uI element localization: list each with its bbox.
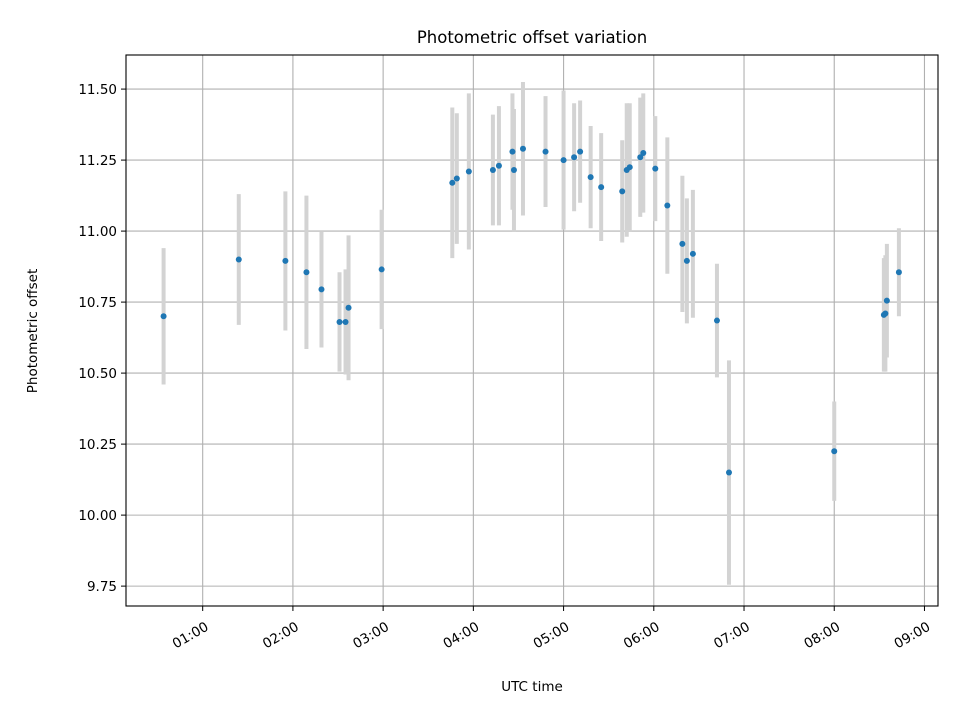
data-point: [345, 304, 352, 311]
chart-title: Photometric offset variation: [417, 28, 647, 47]
data-point: [519, 145, 526, 152]
data-point: [542, 148, 549, 155]
data-point: [652, 165, 659, 172]
data-point: [883, 297, 890, 304]
data-point: [489, 167, 496, 174]
x-axis-label: UTC time: [501, 679, 563, 695]
data-point: [303, 269, 310, 276]
y-tick-label: 9.75: [87, 579, 117, 595]
y-axis-label: Photometric offset: [25, 269, 41, 393]
y-tick-label: 11.25: [78, 153, 117, 169]
data-point: [637, 154, 644, 161]
data-point: [689, 250, 696, 257]
y-tick-label: 10.00: [78, 508, 117, 524]
data-point: [598, 184, 605, 191]
data-point: [577, 148, 584, 155]
y-tick-label: 10.25: [78, 437, 117, 453]
data-point: [640, 149, 647, 156]
data-point: [465, 168, 472, 175]
data-point: [882, 310, 889, 317]
data-point: [495, 162, 502, 169]
y-axis-ticks: 9.75 10.00 10.25 10.50 10.75 11.00 11.25 11.50: [78, 82, 126, 595]
data-point: [453, 175, 460, 182]
data-point: [619, 188, 626, 195]
y-tick-label: 11.00: [78, 224, 117, 240]
data-point: [626, 164, 633, 171]
data-point: [895, 269, 902, 276]
data-point: [560, 157, 567, 164]
y-tick-label: 10.50: [78, 366, 117, 382]
data-point: [679, 240, 686, 247]
data-points: [160, 145, 902, 476]
data-point: [160, 313, 167, 320]
data-point: [683, 257, 690, 264]
data-point: [587, 174, 594, 181]
data-point: [342, 318, 349, 325]
data-point: [318, 286, 325, 293]
data-point: [831, 448, 838, 455]
data-point: [571, 154, 578, 161]
data-point: [378, 266, 385, 273]
data-point: [510, 167, 517, 174]
y-tick-label: 11.50: [78, 82, 117, 98]
data-point: [282, 257, 289, 264]
data-point: [713, 317, 720, 324]
data-point: [235, 256, 242, 263]
data-point: [449, 179, 456, 186]
data-point: [664, 202, 671, 209]
y-tick-label: 10.75: [78, 295, 117, 311]
plot-frame: [125, 54, 939, 607]
data-point: [336, 318, 343, 325]
data-point: [725, 469, 732, 476]
data-point: [509, 148, 516, 155]
